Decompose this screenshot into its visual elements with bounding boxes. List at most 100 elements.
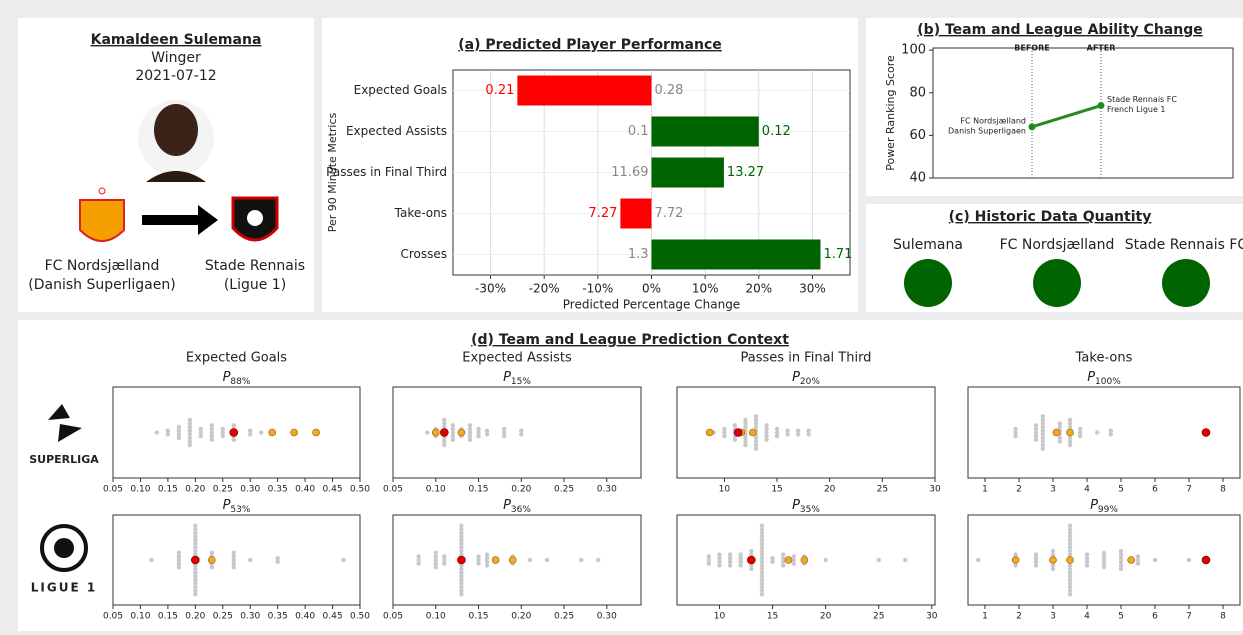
- data-point: [764, 437, 769, 442]
- x-tick-label: 0.30: [597, 485, 617, 495]
- data-point: [433, 561, 438, 566]
- data-point: [749, 563, 754, 568]
- data-point: [519, 432, 524, 437]
- point: [1097, 102, 1105, 110]
- percentile: P100%: [1087, 370, 1121, 387]
- y-tick-label: Expected Assists: [346, 124, 447, 138]
- x-tick-label: 30: [929, 485, 941, 495]
- data-point: [476, 557, 481, 563]
- plot-frame: [392, 514, 642, 606]
- x-tick-label: 10: [719, 485, 731, 495]
- data-point: [231, 437, 236, 442]
- plot-frame: [676, 386, 936, 479]
- x-tick-label: 0.35: [268, 612, 288, 622]
- y-tick-label: 80: [909, 85, 926, 100]
- data-point: [1118, 552, 1124, 557]
- data-point: [759, 545, 765, 550]
- chart-title: (b) Team and League Ability Change: [917, 22, 1202, 38]
- data-point: [275, 556, 280, 561]
- plot-frame: [932, 47, 1234, 179]
- data-point: [1067, 417, 1073, 423]
- data-point: [753, 414, 759, 419]
- category-label: FC Nordsjælland: [1000, 237, 1115, 253]
- x-tick-label: 25: [873, 612, 884, 622]
- data-point: [1067, 523, 1073, 528]
- data-point: [442, 417, 447, 423]
- data-point: [727, 563, 733, 568]
- data-point: [1040, 435, 1046, 441]
- data-point: [209, 426, 214, 432]
- data-point: [433, 565, 438, 570]
- x-tick-label: 10%: [692, 282, 719, 296]
- data-point: [785, 432, 790, 437]
- data-point: [753, 421, 759, 426]
- data-point: [259, 430, 264, 435]
- predicted-label: 1.71: [823, 247, 852, 262]
- percentile: P53%: [223, 498, 251, 515]
- data-point: [1078, 426, 1083, 432]
- percentile-symbol: P: [1087, 370, 1095, 385]
- x-tick-label: 0.15: [468, 485, 488, 495]
- category-label: AFTER: [1087, 44, 1116, 53]
- percentile-value: 53%: [230, 505, 250, 515]
- data-point: [759, 588, 765, 593]
- data-point: [193, 534, 198, 539]
- plot-frame: [112, 514, 361, 606]
- data-point: [1084, 559, 1090, 564]
- y-tick-label: 100: [901, 43, 926, 58]
- data-point: [1067, 530, 1073, 536]
- data-point: [1135, 554, 1141, 559]
- data-point: [749, 552, 754, 557]
- highlight-point: [290, 428, 298, 437]
- data-point: [187, 421, 193, 426]
- data-point: [1095, 430, 1100, 435]
- percentile: P35%: [792, 498, 820, 515]
- data-point: [1186, 557, 1192, 563]
- data-point: [187, 417, 193, 423]
- data-point: [187, 439, 193, 444]
- indicator: [1162, 259, 1210, 307]
- data-point: [806, 428, 811, 433]
- data-point: [1050, 548, 1056, 554]
- data-point: [459, 574, 464, 579]
- y-tick-label: Crosses: [400, 247, 447, 261]
- data-point: [459, 552, 464, 557]
- data-point: [231, 557, 236, 563]
- data-point: [154, 430, 160, 435]
- category-label: BEFORE: [1014, 44, 1049, 53]
- y-tick-label: Passes in Final Third: [326, 165, 447, 179]
- data-point: [442, 435, 447, 441]
- data-point: [743, 417, 748, 423]
- percentile: P36%: [503, 498, 531, 515]
- highlight-point: [1011, 556, 1020, 564]
- data-point: [459, 581, 464, 586]
- data-point: [450, 426, 456, 432]
- data-point: [806, 432, 811, 437]
- highlight-point: [749, 428, 757, 437]
- category-label: Sulemana: [893, 237, 963, 253]
- data-point: [753, 435, 759, 441]
- data-point: [764, 433, 769, 439]
- x-tick-label: 0.05: [383, 485, 403, 495]
- data-point: [248, 557, 253, 563]
- data-point: [442, 439, 447, 444]
- data-point: [209, 423, 214, 428]
- x-tick-label: 30: [926, 612, 938, 622]
- annotation: FC Nordsjælland: [960, 116, 1026, 125]
- data-point: [193, 527, 198, 532]
- data-point: [759, 530, 765, 536]
- x-axis-label: Predicted Percentage Change: [563, 298, 740, 312]
- annotation: French Ligue 1: [1107, 105, 1166, 114]
- data-point: [795, 432, 801, 437]
- data-point: [209, 437, 214, 442]
- data-point: [774, 426, 780, 432]
- data-point: [780, 563, 786, 568]
- data-point: [976, 557, 981, 563]
- data-point: [1101, 561, 1107, 566]
- category-label: Stade Rennais FC: [1125, 237, 1243, 253]
- data-point: [193, 584, 198, 590]
- x-tick-label: 25: [877, 485, 888, 495]
- data-point: [176, 557, 182, 563]
- data-point: [416, 554, 421, 559]
- y-axis-label: Power Ranking Score: [884, 55, 897, 171]
